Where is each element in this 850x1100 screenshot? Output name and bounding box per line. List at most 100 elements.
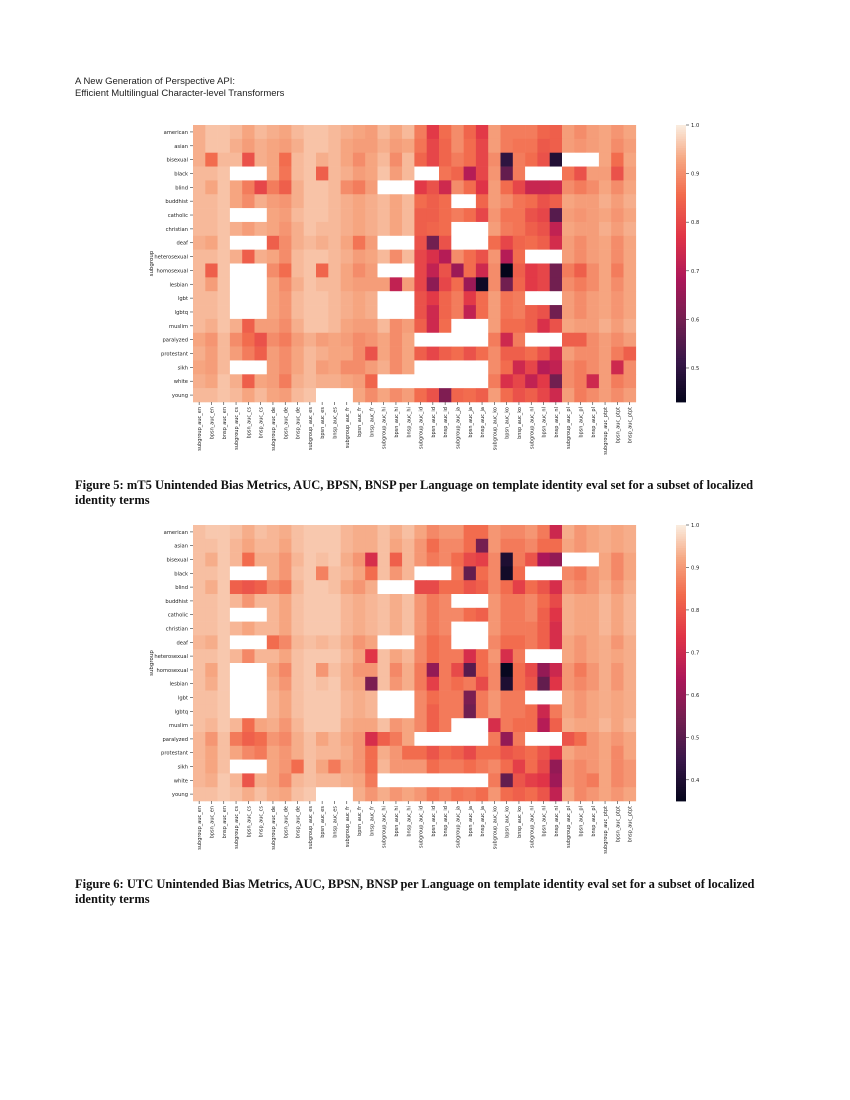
heatmap-cell	[279, 194, 292, 209]
heatmap-cell	[303, 566, 317, 581]
heatmap-cell	[377, 332, 391, 347]
heatmap-cell	[500, 374, 514, 389]
heatmap-cell	[402, 745, 415, 760]
heatmap-cell	[562, 249, 575, 264]
heatmap-cell	[193, 607, 206, 622]
heatmap-cell	[488, 277, 501, 292]
heatmap-cell	[414, 374, 427, 389]
heatmap-cell	[205, 649, 218, 664]
heatmap-cell	[279, 291, 292, 306]
heatmap-cell	[525, 566, 538, 581]
heatmap-cell	[303, 525, 317, 540]
heatmap-cell	[193, 621, 206, 636]
heatmap-cell	[291, 388, 304, 403]
heatmap-cell	[426, 552, 440, 567]
heatmap-cell	[623, 152, 637, 167]
heatmap-cell	[217, 759, 231, 774]
heatmap-cell	[525, 635, 538, 650]
heatmap-cell	[377, 704, 391, 719]
heatmap-cell	[229, 538, 243, 553]
heatmap-cell	[500, 566, 514, 581]
heatmap-cell	[242, 249, 255, 264]
heatmap-cell	[586, 374, 600, 389]
colorbar-segment	[676, 148, 686, 151]
heatmap-cell	[266, 594, 280, 609]
heatmap-cell	[291, 125, 304, 140]
heatmap-cell	[254, 525, 268, 540]
heatmap-cell	[463, 759, 477, 774]
colorbar-segment	[676, 718, 686, 721]
heatmap-cell	[500, 235, 514, 250]
heatmap-cell	[402, 787, 415, 802]
colorbar-segment	[676, 365, 686, 368]
heatmap-cell	[512, 704, 526, 719]
heatmap-cell	[402, 676, 415, 691]
heatmap-cell	[537, 635, 550, 650]
heatmap-cell	[316, 690, 329, 705]
heatmap-cell	[217, 374, 231, 389]
heatmap-cell	[598, 180, 612, 195]
heatmap-cell	[266, 277, 280, 292]
heatmap-cell	[402, 152, 415, 167]
colorbar-segment	[676, 141, 686, 144]
heatmap-cell	[537, 138, 550, 153]
heatmap-cell	[242, 332, 255, 347]
heatmap-cell	[574, 745, 587, 760]
heatmap-cell	[377, 538, 391, 553]
heatmap-cell	[303, 249, 317, 264]
heatmap-cell	[488, 525, 501, 540]
colorbar-segment	[676, 660, 686, 664]
heatmap-cell	[414, 745, 427, 760]
heatmap-cell	[242, 263, 255, 278]
heatmap-cell	[586, 388, 600, 403]
heatmap-cell	[488, 152, 501, 167]
colorbar-segment	[676, 626, 686, 629]
heatmap-cell	[365, 566, 378, 581]
heatmap-cell	[623, 787, 637, 802]
x-tick-label: subgroup_auc_en	[197, 806, 203, 850]
heatmap-cell	[217, 346, 231, 361]
heatmap-cell	[537, 594, 550, 609]
heatmap-cell	[488, 305, 501, 320]
heatmap-cell	[365, 525, 378, 540]
colorbar-segment	[676, 529, 686, 533]
heatmap-cell	[242, 525, 255, 540]
heatmap-cell	[414, 360, 427, 375]
heatmap-cell	[512, 388, 526, 403]
heatmap-cell	[475, 732, 489, 747]
colorbar-segment	[676, 242, 686, 246]
heatmap-cell	[377, 249, 391, 264]
heatmap-cell	[291, 635, 304, 650]
heatmap-cell	[586, 773, 600, 788]
heatmap-cell	[279, 676, 292, 691]
heatmap-cell	[266, 649, 280, 664]
heatmap-cell	[389, 166, 403, 181]
heatmap-cell	[598, 566, 612, 581]
heatmap-cell	[193, 125, 206, 140]
heatmap-cell	[439, 525, 452, 540]
heatmap-cell	[291, 194, 304, 209]
heatmap-cell	[451, 374, 464, 389]
heatmap-cell	[193, 360, 206, 375]
heatmap-cell	[316, 138, 329, 153]
heatmap-cell	[488, 125, 501, 140]
heatmap-cell	[229, 607, 243, 622]
heatmap-cell	[488, 318, 501, 334]
x-tick-label: subgroup_auc_ja	[455, 407, 461, 449]
heatmap-cell	[316, 235, 329, 250]
heatmap-cell	[303, 732, 317, 747]
x-tick-label: bpsn_auc_de	[283, 407, 289, 439]
heatmap-cell	[229, 235, 243, 250]
heatmap-cell	[229, 635, 243, 650]
heatmap-cell	[598, 221, 612, 237]
colorbar-segment	[676, 178, 686, 181]
heatmap-cell	[574, 277, 587, 292]
heatmap-cell	[291, 718, 304, 733]
heatmap-cell	[598, 138, 612, 153]
heatmap-cell	[574, 346, 587, 361]
colorbar-segment	[676, 755, 686, 758]
heatmap-cell	[328, 552, 341, 567]
heatmap-cell	[389, 332, 403, 347]
heatmap-cell	[451, 759, 464, 774]
heatmap-cell	[574, 732, 587, 747]
